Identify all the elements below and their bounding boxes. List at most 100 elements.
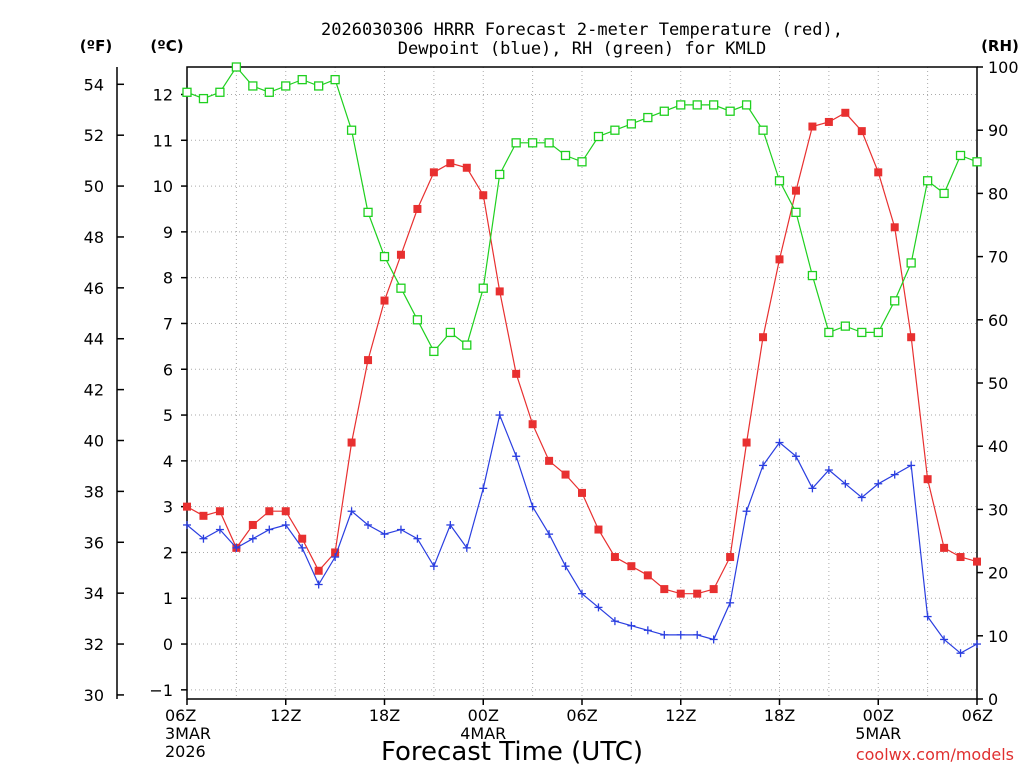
- rh-point: [774, 176, 785, 186]
- celsius-tick-label: 3: [163, 498, 173, 517]
- temperature-point: [183, 502, 191, 511]
- rh-tick-label: 100: [988, 58, 1019, 77]
- rh-point: [610, 125, 620, 135]
- temperature-point: [824, 117, 833, 126]
- temperature-point: [643, 571, 652, 580]
- rh-point: [346, 125, 357, 135]
- rh-point: [511, 138, 521, 148]
- dewpoint-point: [956, 649, 965, 658]
- temperature-point: [956, 553, 965, 562]
- celsius-tick-label: 5: [163, 406, 173, 425]
- rh-point: [873, 327, 883, 338]
- rh-point: [379, 251, 390, 262]
- x-tick-label: 18Z: [764, 706, 795, 725]
- celsius-tick-label: 12: [153, 85, 173, 104]
- dewpoint-point: [512, 452, 521, 461]
- dewpoint-point: [380, 530, 389, 539]
- celsius-tick-label: 9: [163, 223, 173, 242]
- temperature-point: [380, 296, 389, 305]
- x-tick-label: 06Z: [566, 706, 597, 725]
- rh-point: [659, 106, 669, 116]
- rh-point: [824, 327, 834, 338]
- temperature-point: [940, 543, 949, 552]
- chart-title-line1: 2026030306 HRRR Forecast 2-meter Tempera…: [321, 20, 843, 40]
- celsius-tick-label: 0: [163, 635, 173, 654]
- dewpoint-point: [726, 598, 735, 607]
- rh-tick-label: 0: [988, 690, 998, 709]
- fahrenheit-tick-label: 48: [84, 228, 104, 247]
- temperature-point: [462, 163, 471, 172]
- axes: −101234567891011123032343638404244464850…: [84, 58, 1019, 761]
- rh-point: [330, 74, 340, 85]
- rh-point: [544, 138, 554, 148]
- rh-point: [725, 106, 735, 116]
- rh-point: [906, 258, 916, 268]
- dewpoint-point: [759, 461, 768, 470]
- dewpoint-point: [281, 520, 290, 529]
- rh-point: [577, 157, 587, 167]
- rh-point: [560, 150, 571, 161]
- temperature-point: [512, 369, 521, 378]
- temperature-point: [726, 553, 735, 562]
- celsius-tick-label: 4: [163, 452, 173, 471]
- dewpoint-point: [298, 543, 307, 552]
- rh-tick-label: 20: [988, 564, 1008, 583]
- dewpoint-point: [479, 484, 488, 493]
- dewpoint-point: [940, 635, 949, 644]
- temperature-point: [215, 507, 224, 516]
- x-tick-label: 06Z: [962, 706, 993, 725]
- rh-tick-label: 60: [988, 311, 1008, 330]
- temperature-point: [841, 108, 850, 117]
- temperature-point: [298, 534, 307, 543]
- temperature-point: [874, 168, 883, 177]
- rh-point: [314, 81, 324, 91]
- axis-unit-celsius: (ºC): [150, 37, 183, 55]
- temperature-point: [495, 287, 504, 296]
- temperature-point: [347, 438, 356, 447]
- rh-point: [643, 112, 653, 123]
- celsius-tick-label: 8: [163, 269, 173, 288]
- rh-point: [676, 100, 686, 110]
- temperature-point: [331, 548, 340, 557]
- fahrenheit-tick-label: 34: [84, 584, 104, 603]
- temperature-point: [429, 168, 438, 177]
- rh-point: [478, 283, 488, 293]
- temperature-point: [890, 223, 899, 232]
- dewpoint-point: [183, 520, 191, 529]
- rh-tick-label: 90: [988, 121, 1008, 140]
- temperature-point: [923, 475, 932, 484]
- temperature-point: [578, 488, 586, 497]
- temperature-point: [281, 507, 290, 516]
- temperature-point: [314, 566, 323, 575]
- dewpoint-point: [693, 630, 702, 639]
- axis-unit-rh: (RH): [981, 37, 1019, 55]
- rh-point: [626, 119, 637, 129]
- dewpoint-point: [347, 507, 356, 516]
- rh-point: [412, 315, 423, 325]
- dewpoint-point: [545, 530, 554, 539]
- dewpoint-point: [364, 520, 373, 529]
- x-axis-label: Forecast Time (UTC): [381, 737, 643, 767]
- temperature-point: [545, 456, 554, 465]
- fahrenheit-tick-label: 54: [84, 75, 104, 94]
- x-tick-date: 4MAR: [460, 724, 506, 743]
- rh-point: [248, 81, 258, 91]
- dewpoint-point: [857, 493, 866, 502]
- fahrenheit-tick-label: 50: [84, 177, 104, 196]
- temperature-point: [973, 557, 981, 566]
- rh-point: [857, 327, 867, 338]
- dewpoint-point: [610, 617, 619, 626]
- dewpoint-point: [923, 612, 932, 621]
- dewpoint-point: [874, 479, 883, 488]
- rh-point: [182, 87, 192, 97]
- dewpoint-point: [462, 543, 471, 552]
- rh-point: [807, 270, 818, 281]
- dewpoint-point: [890, 470, 899, 479]
- dewpoint-point: [232, 543, 241, 552]
- rh-point: [791, 207, 801, 218]
- fahrenheit-tick-label: 38: [84, 482, 104, 501]
- temperature-point: [528, 420, 537, 429]
- celsius-tick-label: 1: [163, 589, 173, 608]
- x-tick-year: 2026: [165, 742, 206, 761]
